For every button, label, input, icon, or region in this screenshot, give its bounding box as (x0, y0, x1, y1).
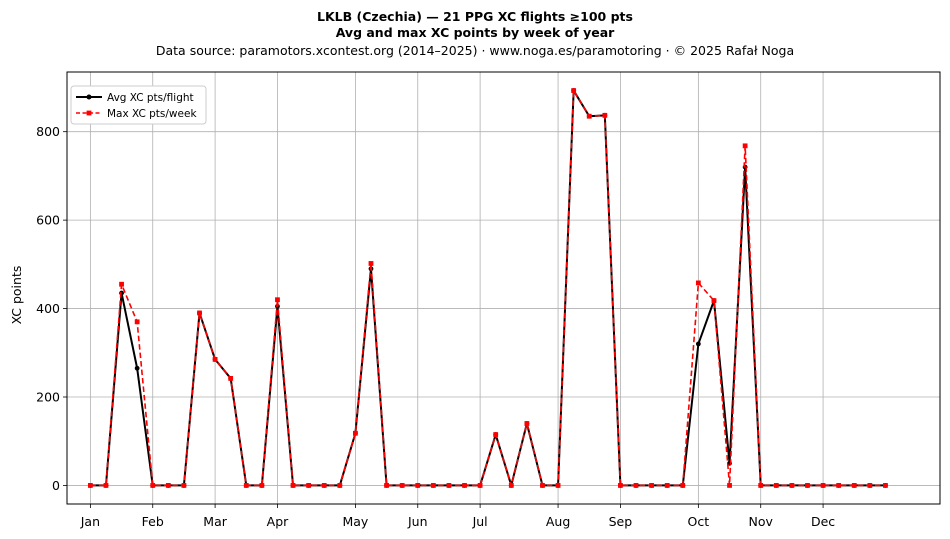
legend: Avg XC pts/flight Max XC pts/week (70, 85, 207, 125)
x-tick-label: Mar (203, 514, 227, 529)
x-tick-label: Oct (688, 514, 710, 529)
legend-max-label: Max XC pts/week (107, 108, 197, 120)
series-layer (87, 88, 888, 488)
x-tick-label: Apr (267, 514, 289, 529)
max-data-point (883, 483, 888, 488)
max-data-point (571, 88, 577, 93)
max-data-point (243, 483, 249, 488)
legend-max-marker (86, 110, 92, 116)
legend-entry-max: Max XC pts/week (76, 108, 197, 120)
x-tick-label: Dec (811, 514, 835, 529)
avg-data-point (695, 341, 701, 347)
x-tick-label: Feb (142, 514, 164, 529)
max-data-point (758, 483, 764, 488)
max-data-point (540, 483, 545, 488)
max-data-point (415, 483, 421, 488)
max-data-point (430, 483, 436, 488)
max-data-point (477, 483, 483, 488)
max-data-point (306, 483, 312, 488)
grid (67, 72, 940, 504)
avg-series-line (90, 89, 886, 487)
max-data-point (462, 483, 467, 488)
max-data-point (867, 483, 873, 488)
x-tick-label: Nov (749, 514, 774, 529)
max-data-point (197, 310, 202, 316)
max-data-point (384, 483, 389, 488)
max-data-point (290, 483, 296, 488)
max-data-point (649, 483, 654, 488)
legend-avg-marker (86, 94, 92, 100)
max-data-point (789, 483, 795, 488)
max-data-point (851, 483, 857, 488)
y-tick-label: 200 (36, 389, 60, 404)
x-tick-label: Jun (407, 514, 428, 529)
max-data-point (103, 483, 109, 488)
max-data-point (555, 483, 561, 488)
x-tick-label: Aug (546, 514, 570, 529)
x-tick-label: Jul (472, 514, 488, 529)
max-data-point (119, 281, 124, 287)
legend-box (70, 85, 207, 125)
x-tick-label: Sep (609, 514, 633, 529)
max-data-point (321, 483, 327, 488)
legend-entry-avg: Avg XC pts/flight (76, 92, 194, 104)
max-data-point (134, 319, 140, 325)
max-series-line (90, 89, 886, 487)
max-data-point (695, 280, 701, 286)
legend-avg-label: Avg XC pts/flight (107, 92, 194, 104)
max-data-point (508, 483, 514, 488)
max-data-point (727, 483, 732, 488)
y-axis-label: XC points (9, 266, 24, 325)
max-data-point (493, 432, 499, 437)
x-axis: Jan Feb Mar Apr May Jun Jul Aug Sep Oct Nov Dec (80, 504, 835, 529)
max-data-point (805, 483, 810, 488)
y-tick-label: 0 (52, 478, 60, 493)
max-data-point (773, 483, 779, 488)
max-data-point (524, 421, 530, 426)
max-data-point (742, 143, 748, 149)
max-data-point (446, 483, 452, 488)
x-tick-label: May (342, 514, 368, 529)
avg-data-point (134, 365, 140, 371)
max-data-point (820, 483, 826, 488)
max-data-point (165, 483, 171, 488)
max-data-point (711, 298, 717, 304)
chart-title-line-2: Avg and max XC points by week of year (336, 25, 615, 40)
max-data-point (618, 483, 623, 488)
y-axis: 0 200 400 600 800 (36, 124, 67, 493)
max-data-point (353, 430, 358, 436)
y-tick-label: 800 (36, 124, 60, 139)
max-data-point (602, 112, 608, 118)
plot-frame (66, 71, 941, 505)
chart-subtitle: Data source: paramotors.xcontest.org (20… (156, 43, 794, 58)
chart-title-line-1: LKLB (Czechia) — 21 PPG XC flights ≥100 … (317, 9, 633, 24)
max-data-point (212, 357, 218, 362)
max-data-point (836, 483, 842, 488)
y-tick-label: 400 (36, 301, 60, 316)
max-data-point (399, 483, 405, 488)
max-data-point (664, 483, 670, 488)
max-data-point (586, 113, 592, 119)
max-data-point (228, 376, 234, 381)
max-data-point (337, 483, 343, 488)
y-tick-label: 600 (36, 213, 60, 228)
max-data-point (633, 483, 639, 488)
x-tick-label: Jan (80, 514, 100, 529)
max-data-point (275, 297, 280, 303)
max-data-point (259, 483, 265, 488)
max-data-point (680, 483, 686, 488)
max-data-point (87, 483, 93, 488)
max-data-point (150, 483, 156, 488)
max-data-point (181, 483, 187, 488)
max-data-point (368, 261, 374, 266)
